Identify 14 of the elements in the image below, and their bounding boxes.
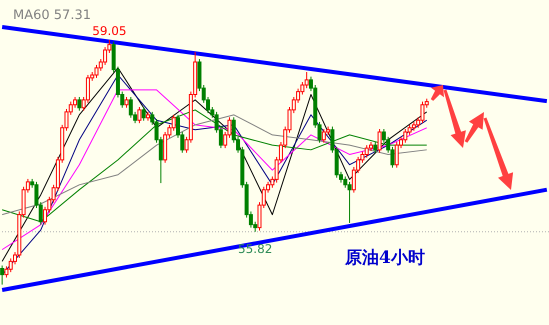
candlestick	[124, 96, 129, 108]
candlestick	[142, 106, 146, 122]
candlestick	[0, 265, 4, 286]
candlestick	[77, 96, 82, 112]
annotation: 原油4小时	[344, 248, 425, 268]
candlestick	[322, 128, 326, 144]
annotation: 59.05	[92, 24, 127, 38]
annotation: 55.82	[238, 242, 272, 256]
candlestick	[378, 128, 382, 154]
text: MA60 57.31	[13, 8, 91, 23]
candlestick	[394, 141, 399, 168]
candlestick	[373, 141, 378, 154]
candlestick	[137, 106, 142, 124]
candlestick	[403, 128, 408, 144]
